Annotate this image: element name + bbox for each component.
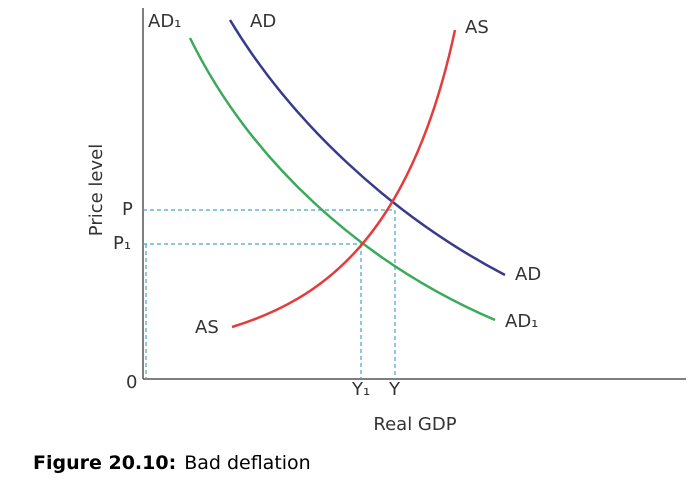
caption-text: Bad deflation — [184, 452, 311, 474]
curve-label: AD — [250, 11, 276, 32]
curve-label: AS — [195, 317, 219, 338]
origin-label: 0 — [126, 372, 137, 393]
curve-label: AD₁ — [505, 311, 538, 332]
x-label: Y₁ — [351, 379, 370, 400]
ad-curve — [228, 19, 506, 277]
curve-label: AS — [465, 17, 489, 38]
y-label: P₁ — [113, 233, 131, 254]
curve-label: AD₁ — [148, 11, 181, 32]
x-label: Y — [388, 379, 401, 400]
x-axis-title: Real GDP — [373, 414, 456, 435]
y-axis-title: Price level — [86, 144, 107, 236]
as-curve — [231, 29, 457, 329]
y-label: P — [122, 199, 133, 220]
curve-label: AD — [515, 264, 541, 285]
ad1-curve — [188, 37, 496, 322]
caption: Figure 20.10: Bad deflation — [33, 452, 311, 474]
caption-label: Figure 20.10: — [33, 452, 176, 474]
